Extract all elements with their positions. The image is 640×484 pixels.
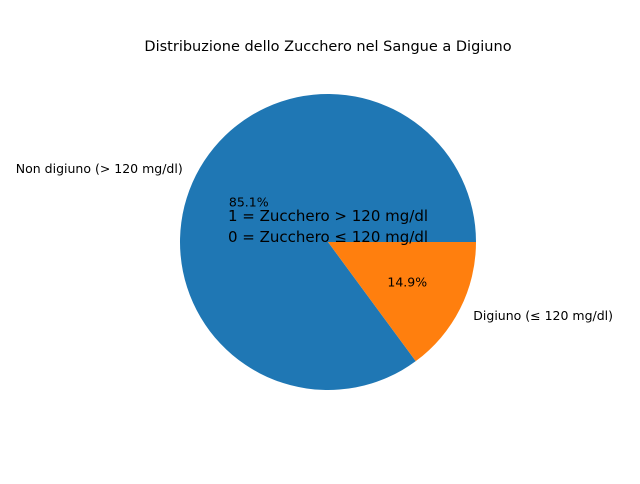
pie-labels: 85.1% Non digiuno (> 120 mg/dl) 14.9% Digiu… [16,161,613,323]
chart-title: Distribuzione dello Zucchero nel Sangue … [144,39,511,55]
pie-category-label-0: Non digiuno (> 120 mg/dl) [16,161,183,176]
pie-category-label-1: Digiuno (≤ 120 mg/dl) [473,308,613,323]
pie-slice-1 [328,242,476,362]
pie-percent-label-0: 85.1% [229,194,269,209]
legend-note-line-1: 1 = Zucchero > 120 mg/dl [228,207,428,225]
pie-slices [180,94,477,390]
legend-note-line-2: 0 = Zucchero ≤ 120 mg/dl [228,228,428,246]
pie-percent-label-1: 14.9% [387,275,427,290]
